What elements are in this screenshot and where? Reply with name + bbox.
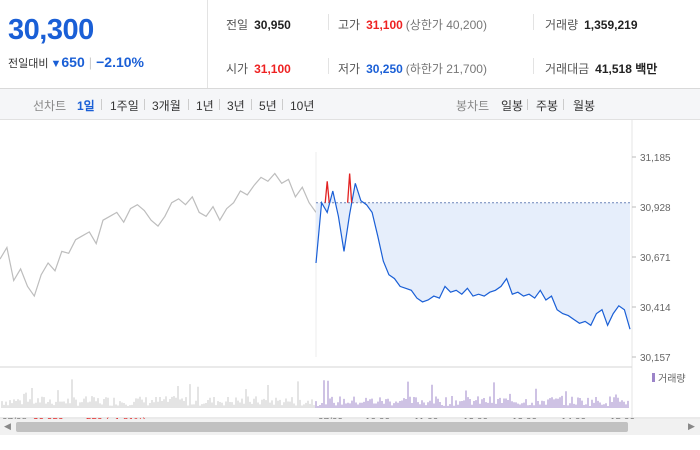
stat-label: 거래량 (545, 18, 579, 32)
divider (188, 99, 189, 110)
change-label: 전일대비 (8, 58, 49, 70)
change-value: 650 (61, 54, 85, 70)
above-prev-close-spike (346, 173, 353, 203)
scroll-left-icon[interactable]: ◀ (4, 421, 11, 431)
divider (101, 99, 102, 110)
tab-5years[interactable]: 5년 (259, 99, 277, 113)
y-tick-label: 30,157 (640, 353, 671, 364)
change-percent: −2.10% (96, 54, 144, 70)
upper-limit: (상한가 40,200) (405, 18, 487, 32)
y-tick-label: 30,414 (640, 303, 671, 314)
x-tick-label: 10:00 (365, 417, 390, 420)
stat-label: 거래대금 (545, 62, 590, 76)
tab-monthly[interactable]: 월봉 (573, 99, 596, 113)
y-tick-label: 30,928 (640, 203, 671, 214)
x-tick-label: 13:00 (512, 417, 537, 420)
divider (533, 14, 534, 30)
tab-1year[interactable]: 1년 (196, 99, 214, 113)
tab-1week[interactable]: 1주일 (110, 99, 139, 113)
tab-daily[interactable]: 일봉 (501, 99, 524, 113)
stat-open: 시가 31,100 (226, 60, 291, 77)
prev-change-label: ▲550 (+1.81%) (76, 417, 146, 420)
today-line (315, 183, 631, 330)
y-tick-label: 31,185 (640, 153, 671, 164)
x-tick-label: 11:00 (414, 417, 439, 420)
chart-scrollbar[interactable]: ◀ ▶ (0, 419, 700, 435)
divider (251, 99, 252, 110)
stat-value: 31,100 (254, 62, 291, 76)
stat-label: 고가 (338, 18, 361, 32)
x-tick-label: 12:00 (463, 417, 488, 420)
stat-label: 시가 (226, 62, 249, 76)
stat-low: 저가 30,250 (하한가 21,700) (338, 60, 487, 77)
stats-panel: 전일 30,950 고가 31,100 (상한가 40,200) 거래량 1,359,2… (208, 0, 700, 88)
current-price: 30,300 (8, 14, 94, 46)
price-box: 30,300 전일대비 ▼650 | −2.10% (0, 0, 208, 88)
stat-value: 41,518 백만 (595, 62, 658, 76)
x-tick-label: 15:00 (610, 417, 635, 420)
down-arrow-icon: ▼ (50, 58, 62, 70)
stat-value: 31,100 (366, 18, 403, 32)
volume-legend: 거래량 (658, 373, 686, 385)
divider: | (88, 55, 93, 70)
prev-close-label: 30,950 (33, 417, 64, 420)
divider (328, 58, 329, 74)
tab-3months[interactable]: 3개월 (152, 99, 181, 113)
today-date-label: 07/09 (318, 417, 343, 420)
above-prev-close-spike (324, 181, 330, 203)
candle-chart-label: 봉차트 (456, 99, 490, 113)
stat-high: 고가 31,100 (상한가 40,200) (338, 16, 487, 33)
tab-10years[interactable]: 10년 (290, 99, 315, 113)
divider (527, 99, 528, 110)
stat-value: 1,359,219 (584, 18, 638, 32)
divider (533, 58, 534, 74)
tab-3years[interactable]: 3년 (227, 99, 245, 113)
divider (219, 99, 220, 110)
stat-prev-close: 전일 30,950 (226, 16, 291, 33)
stat-label: 저가 (338, 62, 361, 76)
x-tick-label: 14:00 (561, 417, 586, 420)
quote-header: 30,300 전일대비 ▼650 | −2.10% 전일 30,950 고가 31,100… (0, 0, 700, 89)
stat-value: 30,950 (254, 18, 291, 32)
tab-1day[interactable]: 1일 (77, 99, 95, 113)
line-chart-label: 선차트 (33, 99, 67, 113)
price-change: 전일대비 ▼650 | −2.10% (8, 54, 144, 71)
lower-limit: (하한가 21,700) (405, 62, 487, 76)
scroll-thumb[interactable] (16, 422, 628, 432)
divider (563, 99, 564, 110)
stat-label: 전일 (226, 18, 249, 32)
chart-tabs: 선차트 1일 1주일 3개월 1년 3년 5년 10년 봉차트 일봉 주봉 월봉 (0, 89, 700, 120)
stat-value: 30,250 (366, 62, 403, 76)
prev-date-label: 07/08 (2, 417, 27, 420)
prev-day-line (0, 172, 317, 298)
divider (282, 99, 283, 110)
y-tick-label: 30,671 (640, 253, 671, 264)
volume-legend-swatch (652, 373, 655, 382)
below-prev-close-area (316, 183, 630, 330)
tab-weekly[interactable]: 주봉 (536, 99, 559, 113)
divider (328, 14, 329, 30)
stat-volume: 거래량 1,359,219 (545, 16, 638, 33)
stat-amount: 거래대금 41,518 백만 (545, 60, 657, 77)
price-chart: 31,185 30,928 30,671 30,414 30,157 거래량 10:00 11… (0, 120, 700, 420)
divider (144, 99, 145, 110)
scroll-right-icon[interactable]: ▶ (688, 421, 695, 431)
